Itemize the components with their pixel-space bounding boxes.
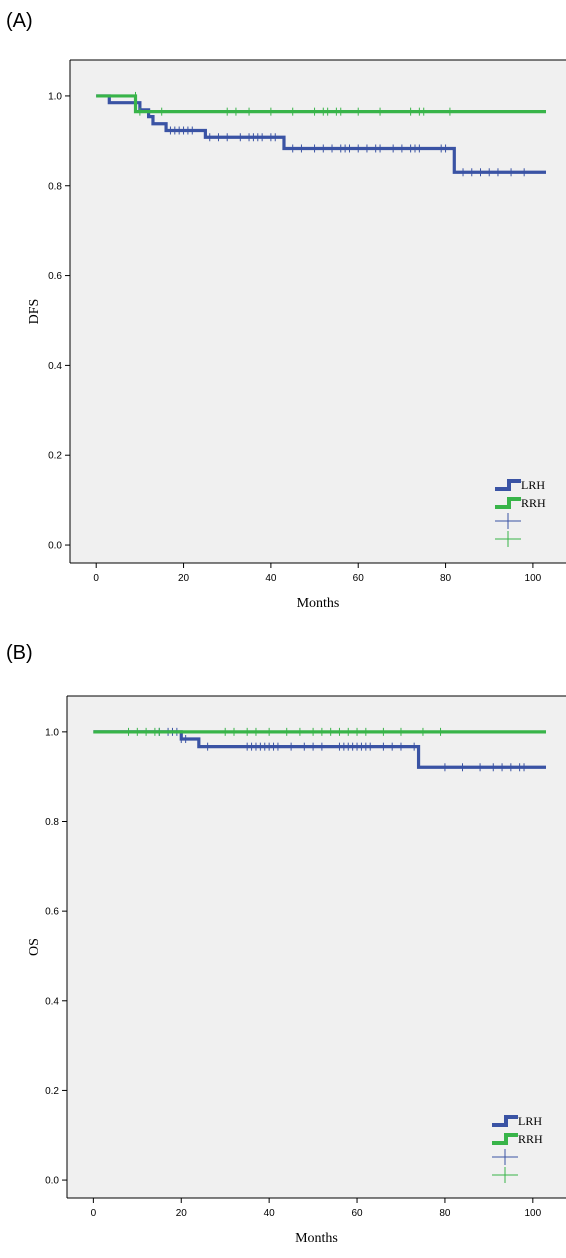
os-legend-label-1: RRH (518, 1132, 543, 1146)
dfs-ytick-label-2: 0.4 (48, 361, 62, 372)
os-legend-swatch-1 (492, 1133, 518, 1145)
dfs-xtick-label-5: 100 (525, 573, 542, 584)
dfs-xtick-label-1: 20 (178, 573, 190, 584)
dfs-xtick-label-0: 0 (93, 573, 99, 584)
dfs-chart: 0.0 0.2 0.4 0.6 0.8 1.0 0 20 40 60 80 100 Months DFS L… (27, 59, 566, 611)
os-ytick-label-4: 0.8 (45, 817, 59, 828)
os-ytick-label-2: 0.4 (45, 996, 59, 1007)
dfs-legend-swatch-1 (495, 497, 521, 509)
os-legend-label-0: LRH (518, 1114, 542, 1128)
dfs-ytick-label-3: 0.6 (48, 271, 62, 282)
dfs-xtick-label-2: 40 (265, 573, 277, 584)
dfs-ytick-label-1: 0.2 (48, 451, 62, 462)
dfs-legend-label-0: LRH (521, 478, 545, 492)
panel-a-label: (A) (6, 10, 33, 32)
dfs-x-axis-title: Months (297, 596, 340, 611)
os-xtick-label-1: 20 (176, 1208, 188, 1219)
os-xtick-label-4: 80 (439, 1208, 451, 1219)
dfs-ytick-label-5: 1.0 (48, 91, 62, 102)
dfs-xtick-label-4: 80 (440, 573, 452, 584)
panel-b-label: (B) (6, 642, 33, 664)
dfs-legend-label-1: RRH (521, 496, 546, 510)
os-plot-area (67, 696, 566, 1198)
os-chart: 0.0 0.2 0.4 0.6 0.8 1.0 0 20 40 60 80 100 Months OS LR… (27, 695, 566, 1246)
os-ytick-label-3: 0.6 (45, 907, 59, 918)
os-xtick-label-5: 100 (524, 1208, 541, 1219)
dfs-ytick-label-4: 0.8 (48, 181, 62, 192)
os-y-axis-title: OS (27, 938, 42, 956)
os-xtick-label-3: 60 (351, 1208, 363, 1219)
dfs-plot-area (70, 60, 566, 563)
os-x-axis-title: Months (295, 1231, 338, 1246)
dfs-ytick-label-0: 0.0 (48, 541, 62, 552)
os-xtick-label-0: 0 (91, 1208, 97, 1219)
dfs-xtick-label-3: 60 (353, 573, 365, 584)
os-ytick-label-0: 0.0 (45, 1176, 59, 1187)
os-ytick-label-1: 0.2 (45, 1086, 59, 1097)
dfs-y-axis-title: DFS (27, 299, 42, 325)
os-xtick-label-2: 40 (264, 1208, 276, 1219)
dfs-legend-swatch-0 (495, 479, 521, 491)
os-legend-swatch-0 (492, 1115, 518, 1127)
os-ytick-label-5: 1.0 (45, 727, 59, 738)
